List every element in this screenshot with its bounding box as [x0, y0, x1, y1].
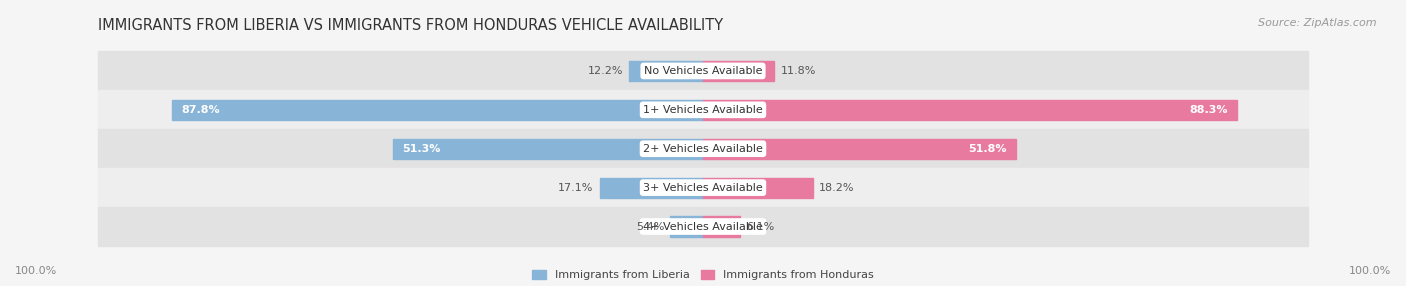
Bar: [98, 51, 1308, 90]
Bar: [98, 129, 1308, 168]
Bar: [703, 100, 1237, 120]
Bar: [172, 100, 703, 120]
Bar: [98, 207, 1308, 246]
Bar: [392, 139, 703, 159]
Text: 1+ Vehicles Available: 1+ Vehicles Available: [643, 105, 763, 115]
Bar: [703, 139, 1017, 159]
Legend: Immigrants from Liberia, Immigrants from Honduras: Immigrants from Liberia, Immigrants from…: [533, 270, 873, 281]
Text: 100.0%: 100.0%: [15, 266, 58, 276]
Bar: [599, 178, 703, 198]
Text: No Vehicles Available: No Vehicles Available: [644, 66, 762, 76]
Bar: [671, 217, 703, 237]
Bar: [703, 61, 775, 81]
Text: 11.8%: 11.8%: [780, 66, 815, 76]
Text: IMMIGRANTS FROM LIBERIA VS IMMIGRANTS FROM HONDURAS VEHICLE AVAILABILITY: IMMIGRANTS FROM LIBERIA VS IMMIGRANTS FR…: [98, 18, 724, 33]
Text: 6.1%: 6.1%: [747, 222, 775, 231]
Text: 88.3%: 88.3%: [1189, 105, 1227, 115]
Bar: [630, 61, 703, 81]
Text: Source: ZipAtlas.com: Source: ZipAtlas.com: [1258, 18, 1376, 28]
Text: 2+ Vehicles Available: 2+ Vehicles Available: [643, 144, 763, 154]
Bar: [98, 168, 1308, 207]
Bar: [703, 178, 813, 198]
Text: 12.2%: 12.2%: [588, 66, 623, 76]
Text: 100.0%: 100.0%: [1348, 266, 1392, 276]
Text: 5.4%: 5.4%: [636, 222, 664, 231]
Text: 18.2%: 18.2%: [820, 183, 855, 192]
Bar: [703, 217, 740, 237]
Text: 3+ Vehicles Available: 3+ Vehicles Available: [643, 183, 763, 192]
Text: 87.8%: 87.8%: [181, 105, 219, 115]
Text: 17.1%: 17.1%: [558, 183, 593, 192]
Text: 4+ Vehicles Available: 4+ Vehicles Available: [643, 222, 763, 231]
Bar: [98, 90, 1308, 129]
Text: 51.3%: 51.3%: [402, 144, 440, 154]
Text: 51.8%: 51.8%: [969, 144, 1007, 154]
